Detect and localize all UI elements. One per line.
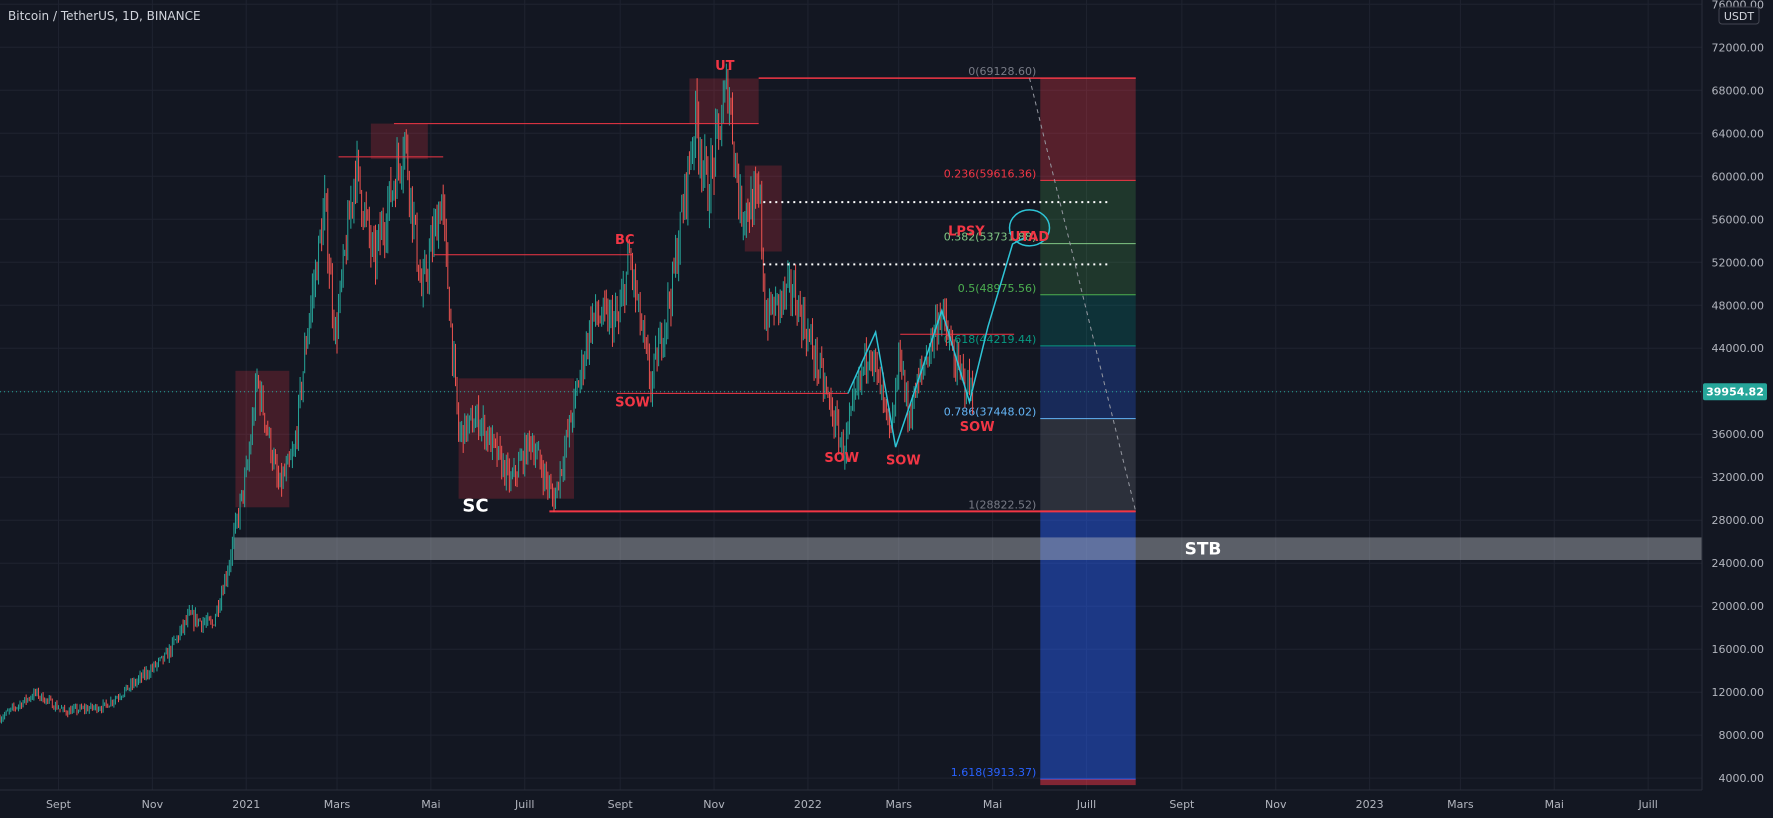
annotation-bc: BC — [615, 233, 634, 248]
fib-level-label: 0.236(59616.36) — [944, 167, 1037, 180]
stb-band: STB — [233, 537, 1703, 560]
y-tick-label: 52000.00 — [1712, 256, 1765, 269]
candles — [0, 63, 974, 724]
projection-dashed-line — [1029, 78, 1137, 512]
y-tick-label: 64000.00 — [1712, 127, 1765, 140]
y-tick-label: 12000.00 — [1712, 686, 1765, 699]
annotation-sow: SOW — [960, 420, 995, 435]
projection-line — [847, 236, 1026, 448]
currency-badge[interactable]: USDT — [1718, 6, 1760, 25]
fib-level-label: 1.618(3913.37) — [951, 766, 1037, 779]
y-tick-label: 56000.00 — [1712, 213, 1765, 226]
fib-extension-cap — [1040, 779, 1136, 786]
x-tick-label: Nov — [142, 798, 164, 811]
fib-level-label: 0.5(48975.56) — [958, 282, 1037, 295]
y-tick-label: 36000.00 — [1712, 428, 1765, 441]
fib-band — [1040, 78, 1136, 181]
x-tick-label: Juill — [1076, 798, 1096, 811]
zone-box — [744, 165, 782, 252]
stb-zone — [233, 537, 1703, 560]
stb-label: STB — [1185, 540, 1222, 560]
last-price-badge: 39954.82 — [1703, 383, 1767, 401]
fib-level-label: 0.786(37448.02) — [944, 406, 1037, 419]
fib-band — [1040, 345, 1136, 419]
x-tick-label: Sept — [46, 798, 72, 811]
y-tick-label: 44000.00 — [1712, 342, 1765, 355]
annotation-utad: UTAD — [1010, 230, 1049, 245]
x-tick-label: Sept — [1169, 798, 1195, 811]
annotation-ut: UT — [715, 59, 735, 74]
wyckoff-annotations: SC BC UT SOW SOW SOW SOW LPSY UTAD — [462, 59, 1049, 517]
fib-level-label: 0.382(53731.88) — [944, 231, 1037, 244]
x-tick-label: 2022 — [794, 798, 822, 811]
x-tick-label: Juill — [1637, 798, 1657, 811]
fib-band — [1040, 511, 1136, 780]
x-tick-label: Mai — [983, 798, 1002, 811]
x-tick-label: 2021 — [232, 798, 260, 811]
fib-band — [1040, 243, 1136, 295]
x-tick-label: Mai — [421, 798, 440, 811]
y-tick-label: 16000.00 — [1712, 643, 1765, 656]
x-tick-label: Sept — [608, 798, 634, 811]
y-tick-label: 8000.00 — [1719, 729, 1765, 742]
fib-level-label: 0(69128.60) — [968, 65, 1036, 78]
utad-circle — [1008, 209, 1051, 247]
y-tick-label: 76000.00 — [1712, 0, 1765, 11]
zone-box — [689, 78, 759, 124]
annotation-sc: SC — [462, 496, 488, 517]
fib-band — [1040, 294, 1136, 346]
annotation-lpsy: LPSY — [948, 224, 985, 239]
x-tick-label: Mai — [1545, 798, 1564, 811]
annotation-sow: SOW — [824, 451, 859, 466]
annotation-sow: SOW — [886, 453, 921, 468]
currency-label: USDT — [1724, 10, 1755, 23]
y-tick-label: 72000.00 — [1712, 41, 1765, 54]
x-tick-label: Nov — [1265, 798, 1287, 811]
time-axis[interactable]: Sept Nov 2021 Mars Mai Juill Sept Nov 2022 Mars Ma… — [0, 789, 1702, 811]
fib-level-label: 0.618(44219.44) — [944, 333, 1037, 346]
y-tick-label: 20000.00 — [1712, 600, 1765, 613]
horizontal-levels — [338, 123, 1108, 394]
x-tick-label: 2023 — [1356, 798, 1384, 811]
x-tick-label: Juill — [514, 798, 534, 811]
y-tick-label: 32000.00 — [1712, 471, 1765, 484]
y-tick-label: 60000.00 — [1712, 170, 1765, 183]
last-price-label: 39954.82 — [1706, 386, 1764, 399]
y-tick-label: 4000.00 — [1719, 772, 1765, 785]
x-tick-label: Mars — [885, 798, 912, 811]
annotation-sow: SOW — [615, 395, 650, 410]
y-tick-label: 68000.00 — [1712, 84, 1765, 97]
grid-lines — [0, 0, 1702, 790]
x-tick-label: Mars — [324, 798, 351, 811]
projection-path — [847, 78, 1137, 512]
fib-level-label: 1(28822.52) — [968, 498, 1036, 511]
fibonacci-retracement: 0(69128.60) 0.236(59616.36) 0.382(53731.88… — [549, 65, 1136, 786]
price-axis[interactable]: 4000.00 8000.00 12000.00 16000.00 20000.00 24… — [1701, 0, 1765, 790]
fib-band — [1040, 180, 1136, 244]
fib-band — [1040, 418, 1136, 512]
y-tick-label: 24000.00 — [1712, 557, 1765, 570]
y-tick-label: 48000.00 — [1712, 299, 1765, 312]
chart-title: Bitcoin / TetherUS, 1D, BINANCE — [8, 9, 201, 23]
y-tick-label: 28000.00 — [1712, 514, 1765, 527]
zone-box — [370, 123, 428, 160]
x-tick-label: Mars — [1447, 798, 1474, 811]
zone-box — [458, 378, 575, 499]
x-tick-label: Nov — [703, 798, 725, 811]
